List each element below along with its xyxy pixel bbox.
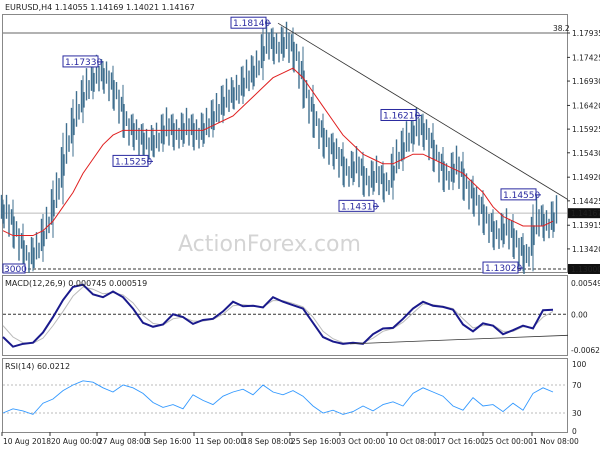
price-tag-label: 1.14167	[571, 209, 600, 218]
x-tick-label: 11 Sep 00:00	[195, 437, 245, 446]
x-tick-label: 3 Oct 00:00	[341, 437, 385, 446]
macd-line	[2, 283, 554, 348]
price-plot: 38.2 1.18140 1.17330 1.15250 1.14310 1.16210 1…	[0, 16, 570, 275]
y-tick-label: 1.17425	[572, 53, 600, 62]
macd-pane	[2, 275, 568, 356]
rsi-pane	[2, 358, 568, 433]
y-tick-label: 1.13420	[572, 245, 600, 254]
annotation-label: 1.18140	[233, 19, 270, 29]
x-tick-label: 1 Nov 08:00	[533, 437, 579, 446]
rsi-tick-label: 0	[572, 427, 577, 436]
main-pane	[2, 14, 568, 273]
axes: 1.17935 1.17425 1.16930 1.16420 1.15925 1.154…	[1, 29, 600, 446]
annotation-label: 1.14310	[341, 202, 378, 212]
y-tick-label: 1.16930	[572, 77, 600, 86]
x-tick-label: 3 Sep 16:00	[146, 437, 192, 446]
macd-plot	[2, 283, 569, 348]
macd-tick-label: 0.00	[571, 310, 588, 319]
x-tick-label: 17 Oct 16:00	[436, 437, 485, 446]
trendline	[277, 22, 569, 200]
y-tick-label: 1.14425	[572, 197, 600, 206]
annotation-label: 1.14550	[503, 191, 540, 201]
annotation-label: 1.16210	[383, 111, 420, 121]
y-tick-label: 1.15430	[572, 149, 600, 158]
macd-tick-label: 0.005493	[571, 279, 600, 288]
annotation-box	[62, 55, 99, 68]
annotation-label: 1.17330	[65, 58, 102, 68]
x-tick-label: 27 Aug 08:00	[98, 437, 149, 446]
watermark: ActionForex.com	[178, 232, 361, 257]
y-tick-label: 1.16420	[572, 101, 600, 110]
annotation-box	[500, 188, 537, 201]
price-tag-box	[568, 263, 600, 274]
rsi-tick-label: 30	[572, 409, 582, 418]
y-tick-label: 1.17935	[572, 29, 600, 38]
x-tick-label: 25 Oct 00:00	[484, 437, 533, 446]
x-tick-label: 10 Oct 08:00	[388, 437, 437, 446]
annotation-box	[230, 16, 267, 29]
annotation-box	[482, 261, 519, 274]
annotation-label: 1.13020	[485, 264, 522, 274]
rsi-title: RSI(14) 60.0212	[5, 362, 70, 371]
macd-title: MACD(12,26,9) 0.000745 0.000519	[5, 279, 147, 288]
moving-average-line	[2, 67, 554, 237]
x-tick-label: 20 Aug 00:00	[51, 437, 102, 446]
rsi-plot	[2, 380, 567, 415]
price-tag-label: 1.13000	[571, 265, 600, 274]
support-left-box	[2, 263, 26, 274]
fib-label: 38.2	[553, 24, 570, 33]
y-tick-label: 1.15925	[572, 125, 600, 134]
y-tick-label: 1.14920	[572, 173, 600, 182]
x-tick-label: 25 Sep 16:00	[291, 437, 341, 446]
rsi-line	[2, 380, 554, 415]
x-tick-label: 10 Aug 2018	[3, 437, 51, 446]
annotation-label: 1.15250	[115, 157, 152, 167]
price-tag-box	[568, 208, 600, 219]
macd-trendline	[349, 334, 569, 345]
annotation-box	[380, 108, 417, 121]
rsi-tick-label: 100	[572, 360, 587, 369]
macd-signal-line	[2, 286, 554, 344]
support-left-label: 3000	[4, 265, 27, 275]
macd-tick-label: -0.006282	[571, 346, 600, 355]
rsi-tick-label: 70	[572, 381, 582, 390]
x-tick-label: 18 Sep 08:00	[243, 437, 293, 446]
y-tick-label: 1.13915	[572, 221, 600, 230]
annotation-box	[112, 154, 149, 167]
symbol-info: EURUSD,H4 1.14055 1.14169 1.14021 1.1416…	[5, 3, 195, 12]
annotation-box	[338, 199, 375, 212]
